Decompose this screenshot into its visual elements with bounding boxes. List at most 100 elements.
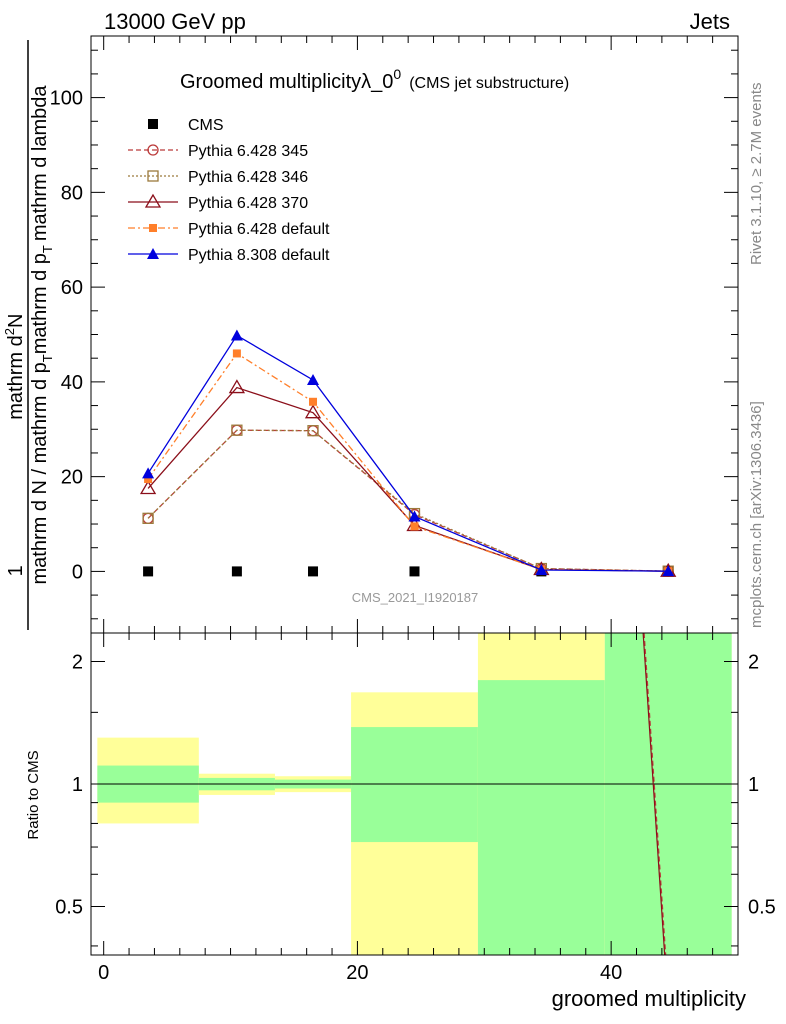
data-point <box>408 510 421 522</box>
ratio-x-tick-label: 0 <box>98 962 109 984</box>
data-point <box>662 565 675 577</box>
y-tick-label: 100 <box>50 88 83 110</box>
y-tick-label: 40 <box>61 372 83 394</box>
y-tick-label: 60 <box>61 277 83 299</box>
plot-title: Groomed multiplicityλ_00 (CMS jet substru… <box>180 66 569 93</box>
ylabel-den-sub: T <box>40 354 55 362</box>
plot-title-main: Groomed multiplicityλ_0 <box>180 71 393 93</box>
legend-marker <box>149 224 157 232</box>
main-series-layer <box>139 329 677 577</box>
data-point <box>231 424 243 436</box>
ratio-plot-panel: 0.5 0.51 12 20 20 40 <box>55 632 776 984</box>
data-point <box>142 512 154 524</box>
series-line <box>147 429 669 572</box>
series-line <box>147 352 669 572</box>
legend-entry: CMS <box>148 117 224 134</box>
ratio-y-tick-label: 2 <box>72 652 83 674</box>
data-point <box>231 566 242 577</box>
ratio-y-tick-label-right: 0.5 <box>748 896 776 918</box>
series-line <box>147 334 669 572</box>
legend-label: Pythia 6.428 370 <box>188 195 308 212</box>
ratio-frame <box>90 632 739 956</box>
ylabel-den-sub2: T <box>40 245 55 253</box>
legend-marker <box>147 248 159 259</box>
series-4 <box>144 349 673 576</box>
main-ylabel: 1 mathrm d2N mathrm d N / mathrm d pTmat… <box>2 40 55 630</box>
series-5 <box>142 329 675 577</box>
ratio-axis-ticks: 0.5 0.51 12 20 20 40 <box>55 633 776 984</box>
legend-entry: Pythia 6.428 370 <box>128 193 308 212</box>
series-2 <box>142 424 674 577</box>
data-point <box>307 425 319 437</box>
legend-marker <box>147 144 159 156</box>
legend-entry: Pythia 8.308 default <box>128 247 330 264</box>
ratio-x-tick-label: 40 <box>600 962 622 984</box>
legend-marker <box>147 170 159 182</box>
plot-title-sup: 0 <box>393 66 401 82</box>
ylabel-num-tail: N <box>5 314 27 328</box>
data-point <box>409 566 420 577</box>
ratio-ylabel: Ratio to CMS <box>25 750 42 839</box>
series-1 <box>142 424 674 577</box>
ratio-x-tick-label: 20 <box>346 962 368 984</box>
data-point <box>232 349 241 358</box>
ratio-y-tick-label: 0.5 <box>55 896 83 918</box>
header-right: Jets <box>690 9 730 34</box>
ratio-series-line-2 <box>642 632 666 956</box>
rivet-label: Rivet 3.1.10, ≥ 2.7M events <box>748 83 765 266</box>
header-left: 13000 GeV pp <box>104 9 246 34</box>
data-point <box>304 404 322 419</box>
ratio-series-line <box>643 632 667 956</box>
data-point <box>309 397 318 406</box>
legend-label: Pythia 6.428 default <box>188 221 330 238</box>
ratio-xlabel: groomed multiplicity <box>552 986 746 1011</box>
ratio-y-tick-label-right: 1 <box>748 774 759 796</box>
y-tick-label: 20 <box>61 467 83 489</box>
data-point <box>142 467 155 479</box>
legend-label: CMS <box>188 117 224 134</box>
plot-title-sub: (CMS jet substructure) <box>409 75 569 92</box>
data-point <box>535 563 548 575</box>
ratio-inner-band <box>477 680 605 955</box>
legend-marker <box>148 119 158 129</box>
ratio-uncertainty-bands <box>97 633 732 955</box>
ylabel-denominator: mathrm d N / mathrm d pTmathrm d pTmathr… <box>29 85 55 585</box>
ylabel-den-main: mathrm d N / mathrm d p <box>29 362 51 584</box>
main-axis-ticks: 0 20 40 60 80 100 <box>50 36 739 633</box>
data-point <box>144 475 153 484</box>
ratio-y-tick-label: 1 <box>72 774 83 796</box>
series-3 <box>139 379 677 577</box>
data-point <box>143 566 154 577</box>
ylabel-den-tail2: mathrm d lambda <box>29 85 51 241</box>
legend-label: Pythia 8.308 default <box>188 247 330 264</box>
ylabel-num-prefix: 1 <box>5 565 27 576</box>
ratio-lines-layer <box>91 632 738 956</box>
legend-entry: Pythia 6.428 345 <box>128 143 308 160</box>
legend-label: Pythia 6.428 346 <box>188 169 308 186</box>
legend-entry: Pythia 6.428 default <box>128 221 330 238</box>
ratio-inner-band <box>604 633 732 955</box>
data-point <box>307 373 320 385</box>
legend: CMS Pythia 6.428 345 Pythia 6.428 346 Pythi… <box>128 117 330 264</box>
data-point <box>139 480 157 495</box>
y-tick-label: 80 <box>61 182 83 204</box>
ylabel-num-main: mathrm d <box>5 335 27 419</box>
legend-label: Pythia 6.428 345 <box>188 143 308 160</box>
analysis-watermark: CMS_2021_I1920187 <box>352 590 479 605</box>
ratio-y-tick-label-right: 2 <box>748 652 759 674</box>
series-0 <box>143 566 674 577</box>
ratio-inner-band <box>351 727 478 843</box>
data-point <box>230 329 243 341</box>
series-line <box>147 386 669 572</box>
ylabel-den-tail: mathrm d p <box>29 253 51 354</box>
data-point <box>308 566 319 577</box>
legend-entry: Pythia 6.428 346 <box>128 169 308 186</box>
mcplots-label: mcplots.cern.ch [arXiv:1306.3436] <box>748 401 765 628</box>
ylabel-num-sup: 2 <box>2 328 17 335</box>
y-tick-label: 0 <box>72 561 83 583</box>
series-line <box>147 429 669 572</box>
legend-marker <box>144 193 162 208</box>
ylabel-numerator: 1 mathrm d2N <box>2 314 27 577</box>
